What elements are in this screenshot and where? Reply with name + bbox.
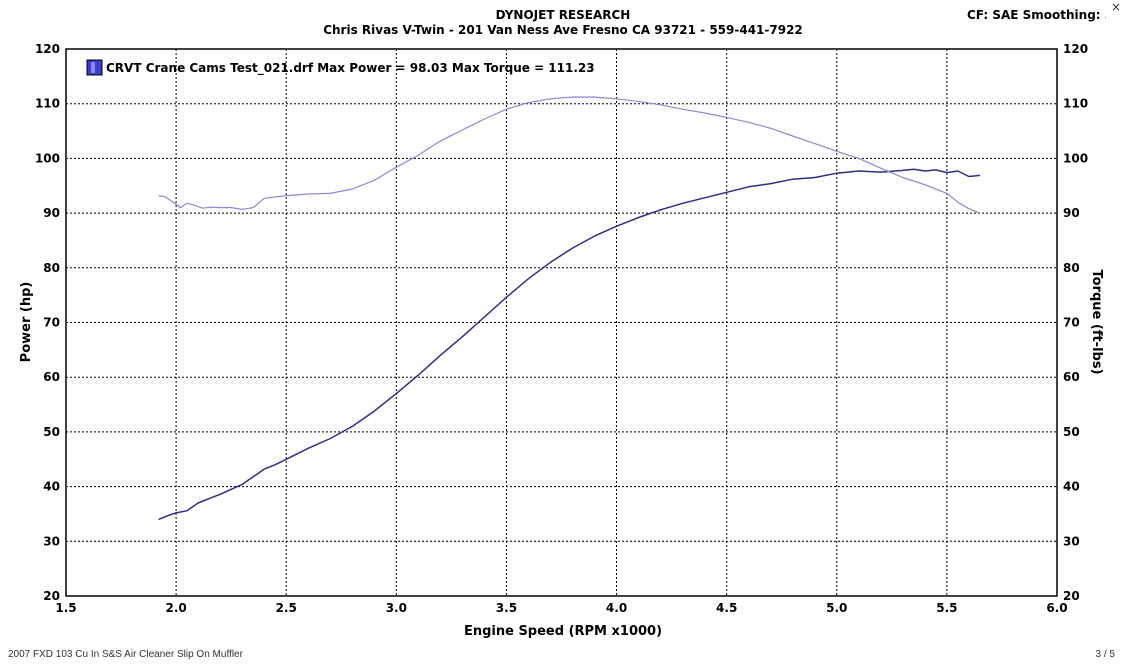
- y-tick-label-left: 30: [43, 534, 60, 548]
- y-tick-label-right: 70: [1063, 316, 1080, 330]
- y-tick-label-right: 50: [1063, 425, 1080, 439]
- y-tick-label-left: 90: [43, 206, 60, 220]
- x-axis-label: Engine Speed (RPM x1000): [464, 624, 662, 639]
- y-tick-label-left: 20: [43, 589, 60, 603]
- y-tick-label-right: 60: [1063, 370, 1080, 384]
- power-curve: [158, 168, 980, 521]
- x-tick-label: 3.0: [386, 601, 407, 615]
- y-tick-label-left: 40: [43, 480, 60, 494]
- x-tick-label: 6.0: [1046, 601, 1067, 615]
- settings-clip-mask: [1106, 0, 1125, 40]
- y-axis-label-left: Power (hp): [19, 282, 34, 363]
- y-tick-label-right: 20: [1063, 589, 1080, 603]
- y-tick-label-left: 110: [35, 97, 60, 111]
- y-tick-label-right: 30: [1063, 534, 1080, 548]
- page-counter: 3 / 5: [1095, 649, 1115, 660]
- y-tick-label-left: 70: [43, 316, 60, 330]
- y-tick-label-right: 120: [1063, 42, 1088, 56]
- plot-frame: [65, 48, 1058, 597]
- close-icon[interactable]: ×: [1110, 0, 1122, 14]
- image-caption: 2007 FXD 103 Cu In S&S Air Cleaner Slip …: [8, 649, 243, 660]
- x-tick-label: 4.5: [716, 601, 737, 615]
- y-tick-label-left: 100: [35, 151, 60, 165]
- y-tick-label-left: 50: [43, 425, 60, 439]
- chart-address-subtitle: Chris Rivas V-Twin - 201 Van Ness Ave Fr…: [323, 23, 803, 37]
- x-tick-label: 2.5: [276, 601, 297, 615]
- chart-company-title: DYNOJET RESEARCH: [496, 8, 631, 22]
- x-tick-label: 1.5: [55, 601, 76, 615]
- y-tick-label-left: 80: [43, 261, 60, 275]
- y-tick-label-right: 110: [1063, 97, 1088, 111]
- y-axis-label-right: Torque (ft-lbs): [1089, 269, 1104, 374]
- y-tick-label-left: 120: [35, 42, 60, 56]
- y-tick-label-right: 80: [1063, 261, 1080, 275]
- x-tick-label: 5.5: [936, 601, 957, 615]
- y-tick-label-right: 100: [1063, 151, 1088, 165]
- x-tick-label: 2.0: [165, 601, 186, 615]
- x-tick-label: 5.0: [826, 601, 847, 615]
- y-tick-label-left: 60: [43, 370, 60, 384]
- y-tick-label-right: 90: [1063, 206, 1080, 220]
- torque-curve: [158, 96, 981, 214]
- legend-swatch-highlight: [91, 62, 95, 73]
- y-tick-label-right: 40: [1063, 480, 1080, 494]
- x-tick-label: 3.5: [496, 601, 517, 615]
- chart-settings-label: CF: SAE Smoothing: 5: [967, 8, 1113, 22]
- legend-label: CRVT Crane Cams Test_021.drf Max Power =…: [106, 61, 595, 76]
- x-tick-label: 4.0: [606, 601, 627, 615]
- dyno-chart: DYNOJET RESEARCH Chris Rivas V-Twin - 20…: [19, 0, 1125, 639]
